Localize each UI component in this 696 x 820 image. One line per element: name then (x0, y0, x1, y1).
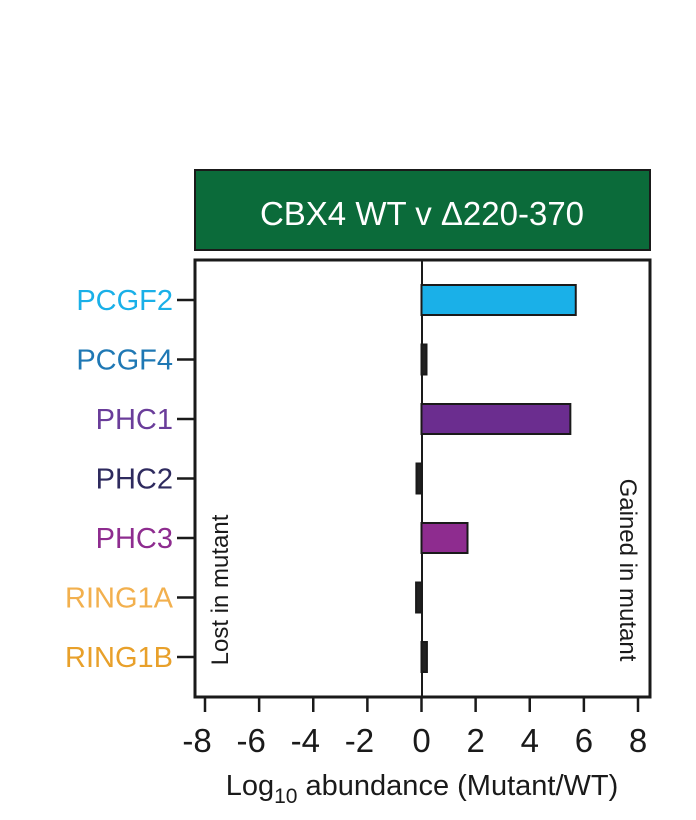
x-axis-title-main: Log (226, 770, 274, 802)
title-banner: CBX4 WT v Δ220-370 (194, 169, 651, 251)
category-label-pcgf4: PCGF4 (76, 345, 173, 377)
category-label-pcgf2: PCGF2 (76, 285, 173, 317)
x-tick-label-2: 2 (466, 722, 484, 759)
bar-ring1b (420, 641, 428, 673)
x-tick-label--4: -4 (291, 722, 320, 759)
gained-in-mutant-label: Gained in mutant (614, 479, 641, 662)
category-label-ring1b: RING1B (65, 642, 173, 674)
x-axis-title-rest: abundance (Mutant/WT) (297, 770, 618, 802)
x-axis: -8 -6 -4 -2 0 2 4 6 8 (182, 697, 647, 759)
category-label-phc1: PHC1 (96, 404, 173, 436)
bar-pcgf2 (420, 284, 577, 316)
bar-phc1 (420, 403, 572, 435)
x-tick-label-6: 6 (575, 722, 593, 759)
x-axis-title-subscript: 10 (274, 785, 297, 808)
x-tick-label-4: 4 (521, 722, 539, 759)
bar-ring1a (415, 581, 423, 614)
category-label-phc2: PHC2 (96, 464, 173, 496)
bar-phc2 (415, 462, 423, 495)
category-labels: PCGF2 PCGF4 PHC1 PHC2 PHC3 RING1A RING1B (65, 285, 195, 674)
category-label-phc3: PHC3 (96, 523, 173, 555)
category-label-ring1a: RING1A (65, 583, 174, 615)
bars (415, 284, 577, 673)
x-tick-label--2: -2 (345, 722, 374, 759)
x-tick-label-8: 8 (629, 722, 647, 759)
x-tick-label--6: -6 (236, 722, 265, 759)
x-tick-label--8: -8 (182, 722, 211, 759)
chart-title: CBX4 WT v Δ220-370 (260, 195, 584, 232)
title-banner-background (194, 169, 651, 251)
x-tick-label-0: 0 (412, 722, 430, 759)
lost-in-mutant-label: Lost in mutant (207, 514, 234, 665)
bar-pcgf4 (420, 343, 428, 376)
x-axis-title: Log10 abundance (Mutant/WT) (226, 770, 619, 808)
bar-phc3 (420, 522, 469, 554)
